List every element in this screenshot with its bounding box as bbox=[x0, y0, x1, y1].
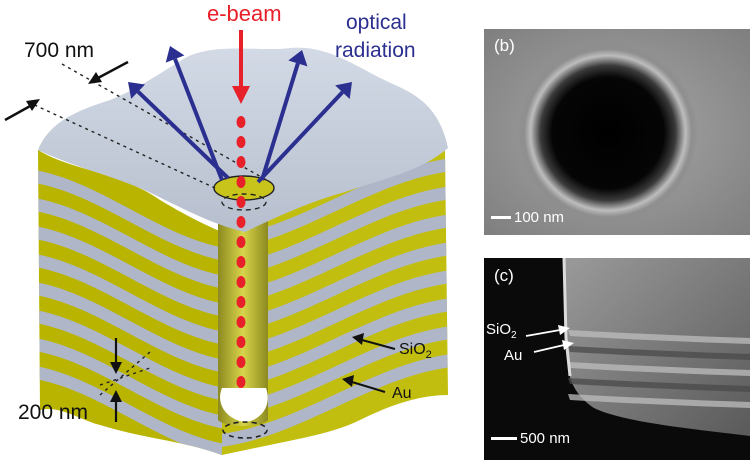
sem-image-nanohole bbox=[484, 29, 750, 235]
stack-diagram: e-beam optical radiation 700 nm 200 nm S… bbox=[4, 1, 448, 455]
sio2-layers-left bbox=[38, 170, 222, 455]
ebeam-dot bbox=[236, 236, 246, 248]
dimension-label-700nm: 700 nm bbox=[24, 39, 95, 62]
sio2-pointer-line bbox=[361, 339, 396, 350]
radiation-arrow-head bbox=[288, 50, 308, 67]
dim-arrow-left bbox=[4, 103, 33, 122]
radiation-arrow-head bbox=[165, 46, 185, 63]
cross-section-layer bbox=[568, 330, 750, 344]
radiation-arrow-head bbox=[335, 82, 352, 100]
ebeam-dot bbox=[236, 316, 246, 328]
ebeam-dot bbox=[236, 356, 246, 368]
dim-guide-line-4 bbox=[99, 367, 151, 386]
radiation-arrow-shaft bbox=[136, 90, 230, 180]
radiation-arrow-head bbox=[128, 82, 146, 99]
scalebar-line-c bbox=[491, 437, 517, 440]
scalebar-line bbox=[491, 216, 511, 219]
panel-c-sio2-label: SiO2 bbox=[486, 322, 517, 341]
sio2-layer bbox=[38, 170, 222, 261]
sio2-label-sub: 2 bbox=[425, 349, 432, 362]
optical-label-line2: radiation bbox=[335, 39, 416, 62]
panel-c-label: (c) bbox=[494, 266, 514, 285]
hole-opening-bottom bbox=[220, 388, 268, 422]
radiation-arrow-shaft bbox=[256, 90, 344, 184]
sio2-layers-right bbox=[222, 158, 448, 447]
ebeam-dot bbox=[236, 156, 246, 168]
panel-c-scalebar: 500 nm bbox=[491, 430, 570, 447]
ebeam-dot bbox=[236, 256, 246, 268]
panel-c-sio2-prefix: SiO bbox=[486, 321, 512, 338]
dim-arrowhead-left bbox=[26, 99, 40, 111]
dim-guide-line-2 bbox=[61, 63, 271, 183]
optical-label-line1: optical bbox=[346, 11, 407, 34]
ebeam-dot bbox=[236, 216, 246, 228]
sio2-label: SiO2 bbox=[399, 342, 432, 361]
sem-panel-c: (c) SiO2 Au 500 nm bbox=[484, 258, 750, 460]
ebeam-dot bbox=[236, 176, 246, 188]
stack-illustration bbox=[4, 30, 448, 455]
cross-section-layer bbox=[568, 346, 750, 360]
ebeam-arrow-head bbox=[232, 86, 250, 104]
sio2-layer bbox=[222, 158, 448, 251]
sem-image-cross-section bbox=[484, 258, 750, 460]
hole-inner-rim bbox=[221, 193, 267, 211]
radiation-arrow-shaft bbox=[173, 58, 224, 181]
ebeam-label: e-beam bbox=[207, 1, 282, 26]
cross-section-layer bbox=[568, 394, 750, 408]
ebeam-dot bbox=[236, 136, 246, 148]
dim-arrowhead-bottom bbox=[110, 390, 122, 402]
sio2-layer bbox=[38, 338, 222, 429]
sio2-layer bbox=[38, 366, 222, 455]
sio2-layer bbox=[38, 254, 222, 345]
ebeam-dot bbox=[236, 196, 246, 208]
au-pointer-line bbox=[351, 381, 386, 393]
ebeam-dot bbox=[236, 336, 246, 348]
optical-radiation-arrows bbox=[128, 46, 352, 184]
au-pointer-head bbox=[342, 375, 354, 387]
ebeam-dot bbox=[236, 376, 246, 388]
dim-arrow-right bbox=[97, 60, 129, 80]
sio2-layer bbox=[222, 354, 448, 447]
dimension-label-200nm: 200 nm bbox=[18, 401, 89, 424]
sio2-layer bbox=[222, 270, 448, 363]
panel-b-label: (b) bbox=[494, 36, 515, 55]
sio2-layer bbox=[38, 282, 222, 373]
sem-panel-b: (b) 100 nm bbox=[484, 29, 750, 235]
nanohole-channel bbox=[218, 200, 268, 426]
panel-c-sio2-sub: 2 bbox=[511, 330, 517, 341]
sio2-pointer-head bbox=[352, 333, 364, 345]
ebeam-dot bbox=[236, 276, 246, 288]
au-label: Au bbox=[392, 385, 412, 402]
dim-arrowhead-right bbox=[88, 72, 102, 84]
ebeam-dot bbox=[236, 296, 246, 308]
ebeam-dot bbox=[236, 116, 246, 128]
cross-section-layer bbox=[568, 378, 750, 392]
ebeam-dots bbox=[236, 116, 246, 388]
sio2-layer bbox=[222, 242, 448, 335]
sio2-layer bbox=[222, 214, 448, 307]
panel-b-scalebar: 100 nm bbox=[491, 209, 564, 226]
hole-outline-bottom bbox=[222, 421, 268, 439]
panel-c-au-label: Au bbox=[504, 347, 523, 364]
sio2-layer bbox=[38, 310, 222, 401]
sio2-layer bbox=[222, 298, 448, 391]
cross-section-layer bbox=[568, 362, 750, 376]
sio2-label-prefix: SiO bbox=[399, 341, 426, 358]
scalebar-label: 100 nm bbox=[514, 209, 565, 226]
dim-arrowhead-top bbox=[110, 362, 122, 374]
sio2-layer bbox=[222, 186, 448, 279]
sio2-layer bbox=[38, 226, 222, 317]
scalebar-label-c: 500 nm bbox=[520, 430, 571, 447]
radiation-arrow-shaft bbox=[260, 62, 300, 181]
sio2-layer bbox=[38, 198, 222, 289]
